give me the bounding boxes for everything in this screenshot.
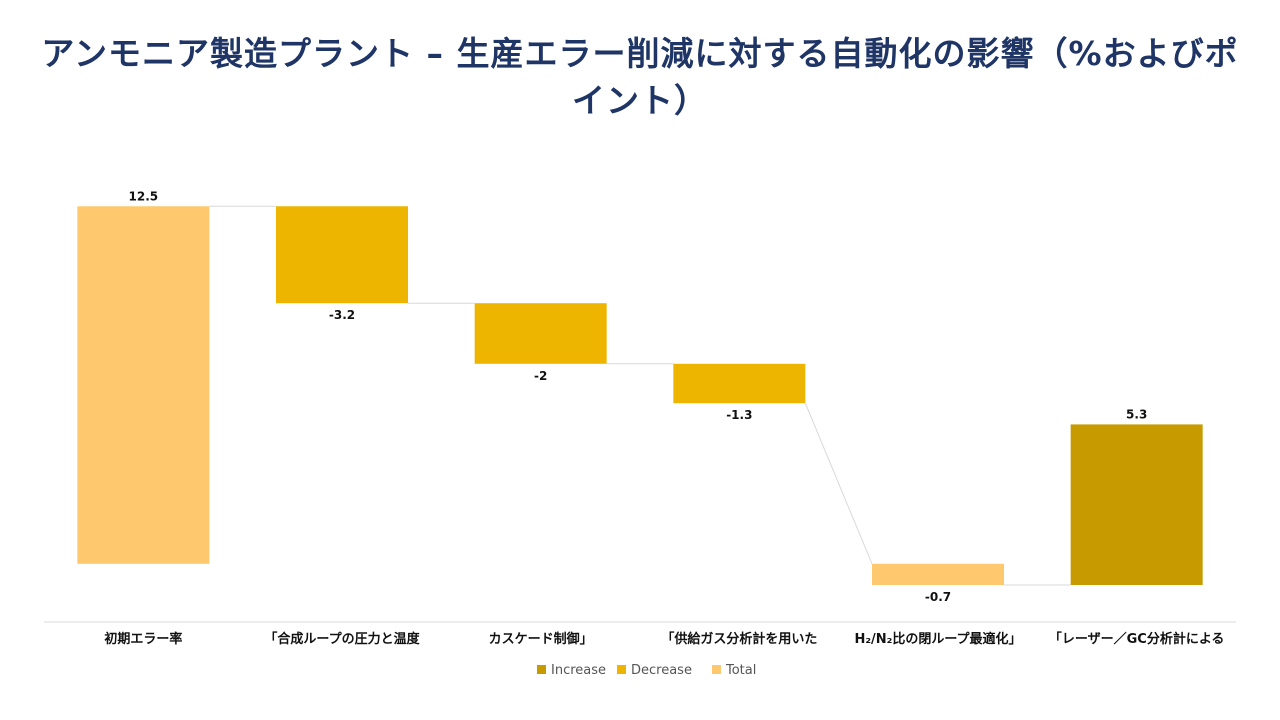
legend: Increase Decrease Total xyxy=(537,663,756,678)
data-label: -1.3 xyxy=(726,408,752,422)
legend-label-decrease: Decrease xyxy=(631,663,692,678)
connector-lines xyxy=(209,205,1071,586)
legend-label-total: Total xyxy=(725,663,756,678)
chart-title: アンモニア製造プラント – 生産エラー削減に対する自動化の影響（%およびポイント… xyxy=(41,34,1239,120)
category-label: 「供給ガス分析計を用いた xyxy=(661,631,817,647)
data-label: -2 xyxy=(534,369,547,383)
category-labels: 初期エラー率 「合成ループの圧力と温度 カスケード制御」 「供給ガス分析計を用いた H₂… xyxy=(104,631,1224,647)
bar-decrease xyxy=(474,303,607,364)
category-label: カスケード制御」 xyxy=(489,631,593,647)
bar-total xyxy=(872,563,1004,585)
bar-total xyxy=(77,206,210,564)
category-label: 「合成ループの圧力と温度 xyxy=(264,631,420,647)
data-label: 5.3 xyxy=(1126,407,1147,421)
category-label: 初期エラー率 xyxy=(104,631,182,647)
data-label: 12.5 xyxy=(129,189,159,203)
bar-decrease xyxy=(276,206,408,304)
data-labels: 12.5 -3.2 -2 -1.3 -0.7 5.3 xyxy=(129,189,1148,604)
bars xyxy=(77,206,1203,585)
legend-swatch-decrease xyxy=(617,665,626,674)
legend-swatch-increase xyxy=(537,665,546,674)
category-label: 「レーザー／GC分析計による xyxy=(1049,631,1225,647)
category-label: H₂/N₂比の閉ループ最適化」 xyxy=(854,631,1021,647)
legend-label-increase: Increase xyxy=(551,663,606,678)
data-label: -3.2 xyxy=(329,308,355,322)
bar-decrease xyxy=(673,363,806,404)
legend-swatch-total xyxy=(712,665,721,674)
bar-increase xyxy=(1070,424,1203,585)
data-label: -0.7 xyxy=(925,590,951,604)
connector-line xyxy=(804,403,873,564)
